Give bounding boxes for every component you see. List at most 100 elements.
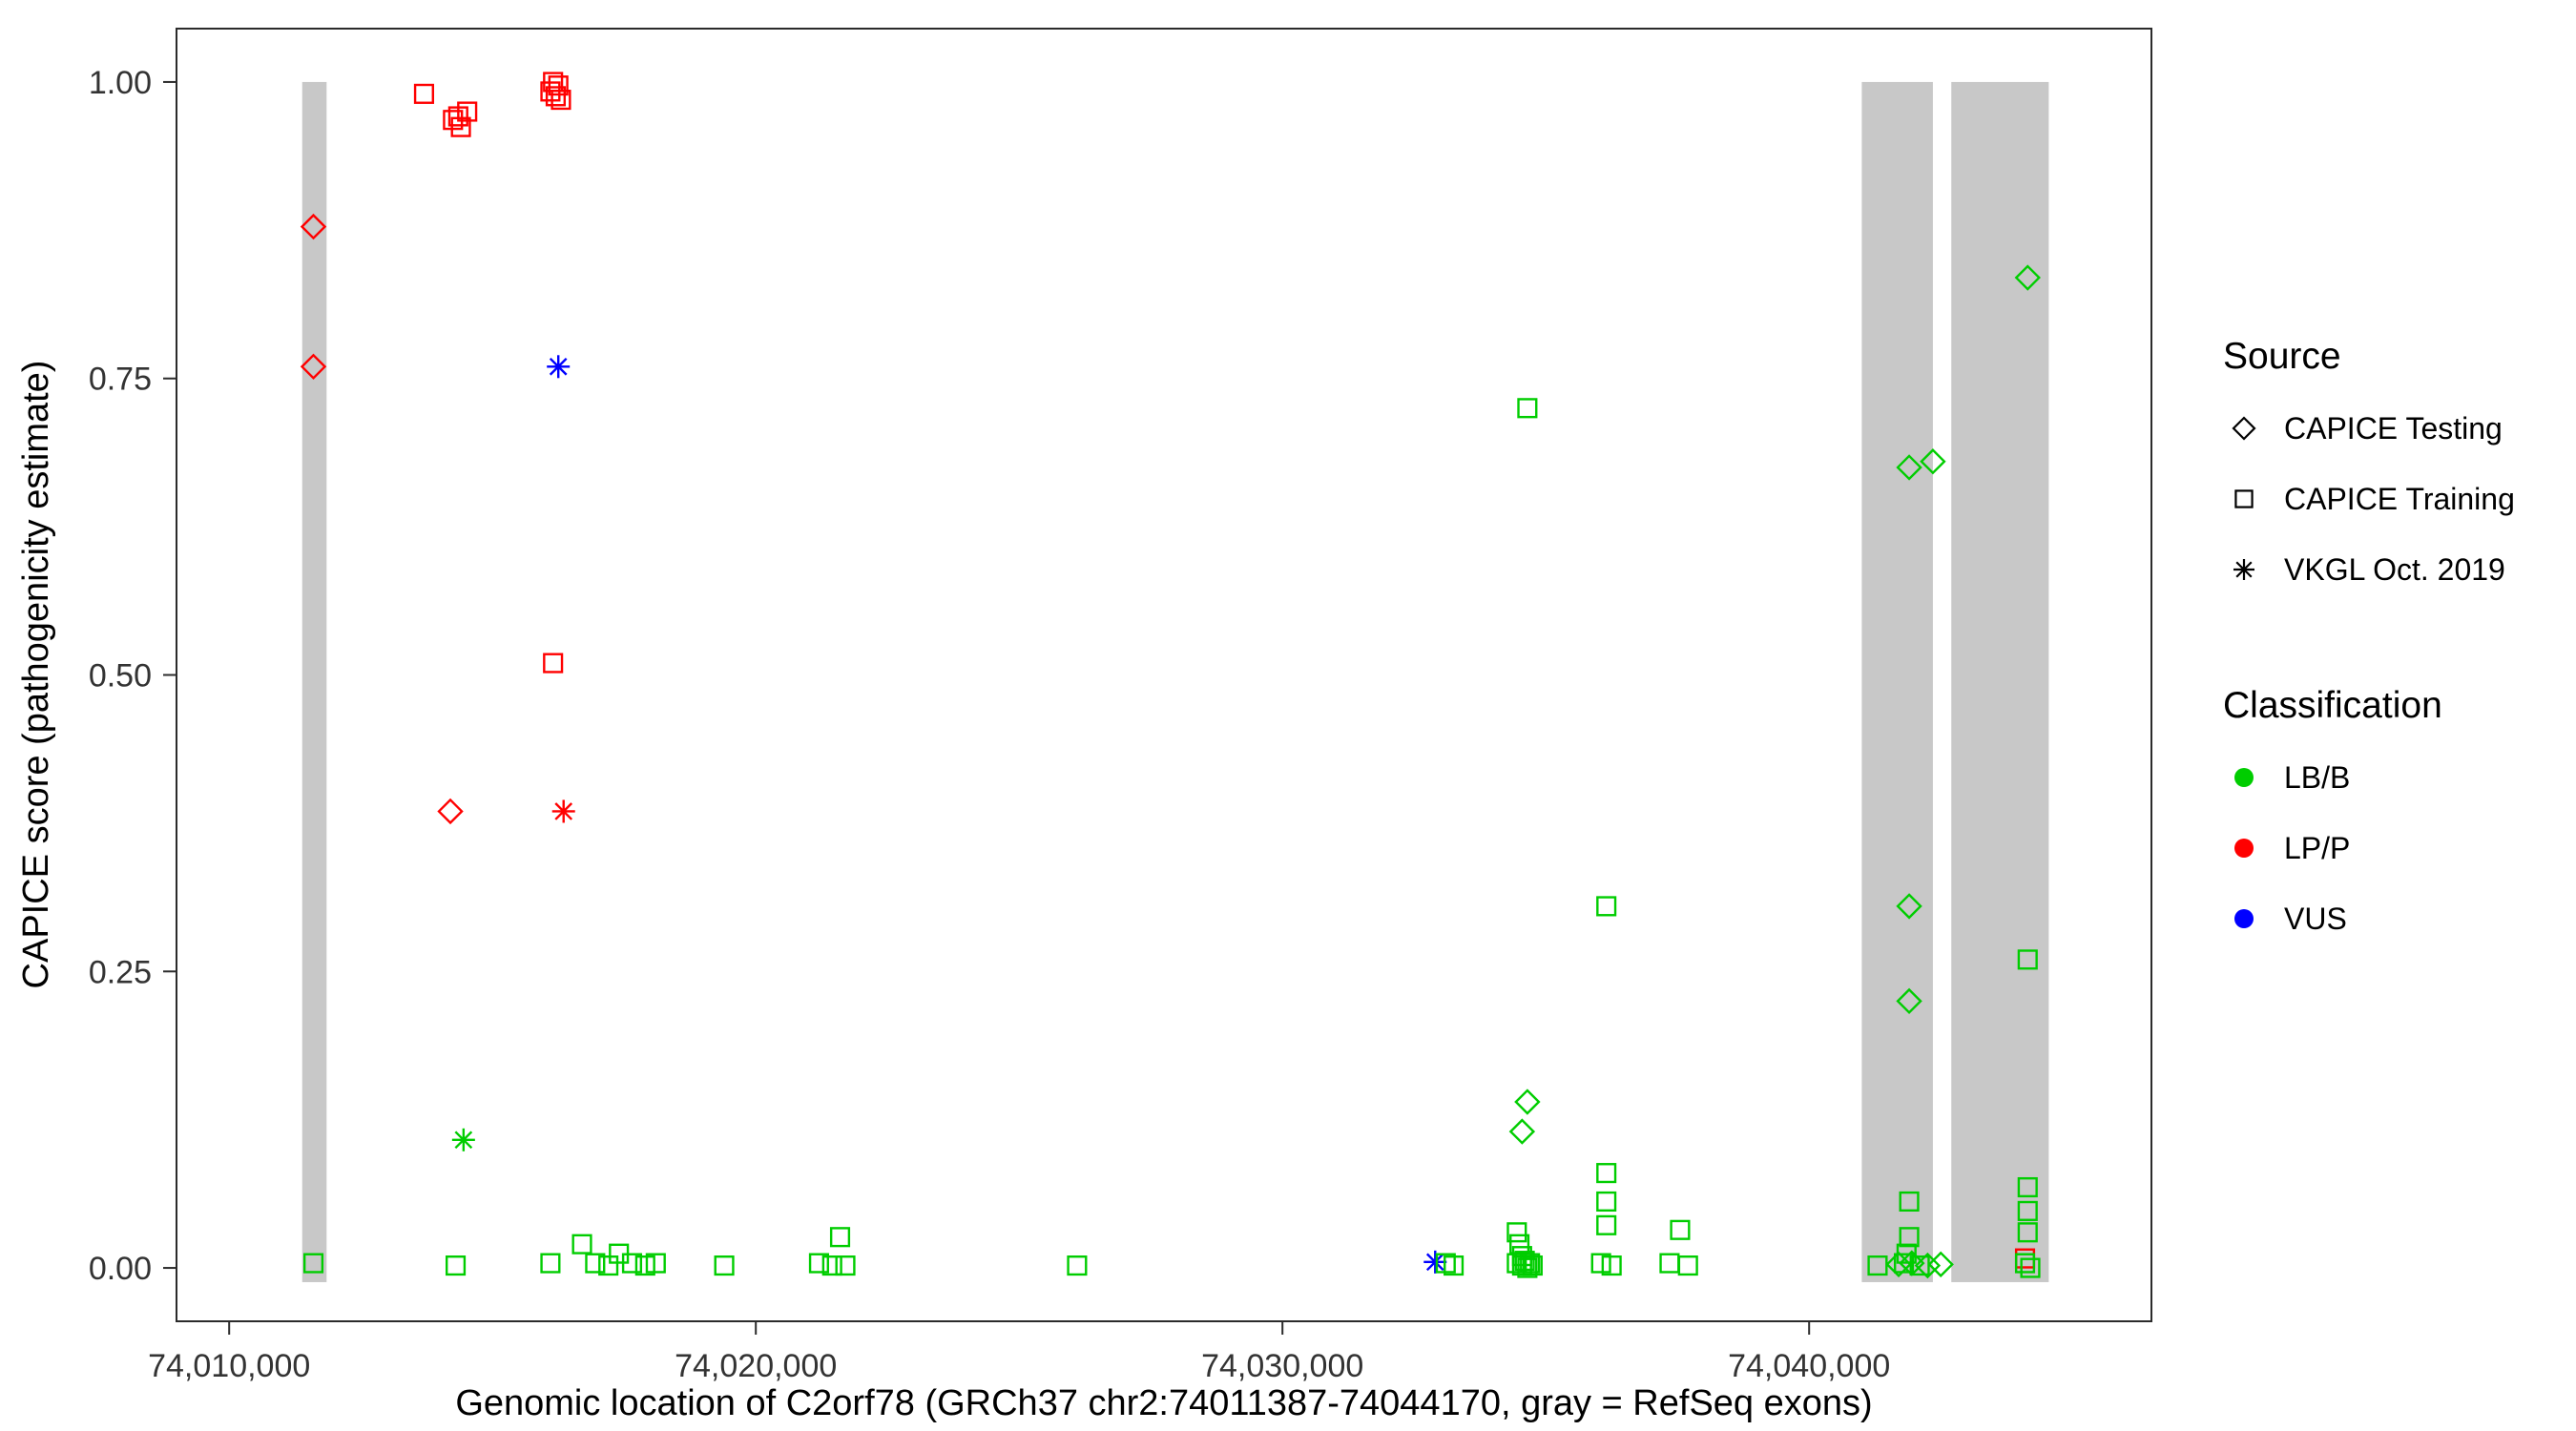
- y-axis-title: CAPICE score (pathogenicity estimate): [16, 361, 56, 989]
- data-point: [571, 1234, 592, 1255]
- x-tick-label: 74,020,000: [675, 1348, 837, 1384]
- data-point: [543, 653, 564, 674]
- legend-source-items: CAPICE Testing CAPICE Training VKGL Oct. 2…: [2223, 393, 2515, 605]
- legend-item-capice-testing: CAPICE Testing: [2223, 393, 2515, 464]
- data-point: [1596, 1163, 1617, 1184]
- y-tick-label: 0.50: [89, 658, 152, 695]
- x-tick-label: 74,040,000: [1728, 1348, 1890, 1384]
- data-point: [1601, 1255, 1622, 1276]
- data-point: [1508, 1118, 1536, 1145]
- data-point: [1896, 454, 1922, 481]
- data-point: [1899, 1191, 1920, 1213]
- legend-item-label: CAPICE Training: [2284, 481, 2515, 516]
- data-point: [1885, 1251, 1912, 1278]
- legend-classification-title: Classification: [2223, 685, 2442, 726]
- data-point: [551, 90, 571, 111]
- dot-icon: [2234, 768, 2254, 787]
- x-tick-label: 74,010,000: [148, 1348, 310, 1384]
- data-point: [1596, 896, 1617, 917]
- legend-item-lp-p: LP/P: [2223, 813, 2515, 883]
- data-point: [1909, 1255, 1930, 1276]
- data-point: [547, 355, 571, 379]
- diamond-icon: [2232, 416, 2256, 441]
- data-point: [413, 83, 434, 104]
- legend-item-label: VKGL Oct. 2019: [2284, 551, 2505, 587]
- data-point: [634, 1255, 655, 1276]
- x-axis-title: Genomic location of C2orf78 (GRCh37 chr2…: [455, 1383, 1872, 1423]
- asterisk-icon: [2233, 559, 2254, 580]
- dot-icon: [2234, 839, 2254, 858]
- data-point: [1677, 1255, 1698, 1276]
- data-point: [1514, 1251, 1535, 1272]
- data-point: [551, 799, 575, 823]
- data-point: [1893, 1253, 1915, 1274]
- y-tick-label: 1.00: [89, 65, 152, 101]
- data-point: [1927, 1251, 1954, 1278]
- data-point: [545, 86, 567, 107]
- data-point: [540, 1253, 561, 1274]
- data-point: [821, 1255, 842, 1276]
- data-point: [2014, 264, 2041, 291]
- data-point: [1067, 1255, 1088, 1276]
- data-point: [2017, 949, 2038, 970]
- data-point: [598, 1255, 619, 1276]
- dot-icon: [2234, 909, 2254, 928]
- legend-source-title: Source: [2223, 336, 2341, 377]
- data-point: [1520, 1253, 1541, 1274]
- exon-band: [1861, 81, 1933, 1282]
- data-point: [437, 798, 464, 825]
- data-point: [1514, 1089, 1541, 1115]
- legend-item-label: VUS: [2284, 901, 2347, 936]
- legend-classification-items: LB/B LP/P VUS: [2223, 742, 2515, 954]
- legend: Source CAPICE Testing CAPICE Training VKGL…: [2223, 336, 2515, 954]
- plot-layers: 74,010,000 74,020,000 74,030,000 74,040,000…: [89, 28, 2152, 1384]
- data-point: [621, 1253, 643, 1274]
- data-point: [2014, 1253, 2036, 1274]
- x-tick-label: 74,030,000: [1201, 1348, 1363, 1384]
- data-point: [1444, 1255, 1465, 1276]
- data-point: [1596, 1191, 1617, 1213]
- exon-band: [1951, 81, 2049, 1282]
- legend-item-capice-training: CAPICE Training: [2223, 464, 2515, 534]
- data-point: [1896, 987, 1922, 1015]
- data-point: [1920, 448, 1946, 475]
- data-point: [1423, 1250, 1447, 1274]
- legend-item-vkgl-oct-2019: VKGL Oct. 2019: [2223, 534, 2515, 605]
- legend-item-label: LB/B: [2284, 759, 2351, 795]
- y-tick-label: 0.25: [89, 954, 152, 990]
- panel-background: [177, 29, 2151, 1321]
- data-point: [1506, 1222, 1527, 1243]
- data-point: [447, 106, 468, 127]
- data-point: [450, 116, 471, 137]
- data-point: [451, 1128, 475, 1151]
- data-point: [1596, 1214, 1617, 1235]
- data-point: [302, 1253, 324, 1274]
- data-point: [714, 1255, 735, 1276]
- data-point: [2017, 1200, 2038, 1221]
- data-point: [2020, 1257, 2041, 1278]
- y-tick-label: 0.75: [89, 362, 152, 398]
- legend-item-label: CAPICE Testing: [2284, 410, 2503, 446]
- data-point: [645, 1253, 666, 1274]
- legend-item-label: LP/P: [2284, 830, 2351, 865]
- data-point: [1899, 1227, 1920, 1248]
- square-icon: [2234, 489, 2254, 508]
- data-point: [585, 1253, 606, 1274]
- data-point: [1517, 398, 1538, 419]
- data-point: [300, 353, 327, 380]
- legend-item-lb-b: LB/B: [2223, 742, 2515, 813]
- data-point: [835, 1255, 856, 1276]
- data-point: [1914, 1252, 1942, 1279]
- data-point: [808, 1253, 830, 1274]
- legend-item-vus: VUS: [2223, 883, 2515, 954]
- data-point: [1590, 1253, 1611, 1274]
- y-tick-label: 0.00: [89, 1251, 152, 1287]
- data-point: [1896, 893, 1922, 920]
- exon-band: [301, 81, 327, 1282]
- data-point: [1867, 1255, 1888, 1276]
- data-point: [300, 213, 327, 240]
- data-point: [829, 1227, 851, 1248]
- data-point: [446, 1255, 467, 1276]
